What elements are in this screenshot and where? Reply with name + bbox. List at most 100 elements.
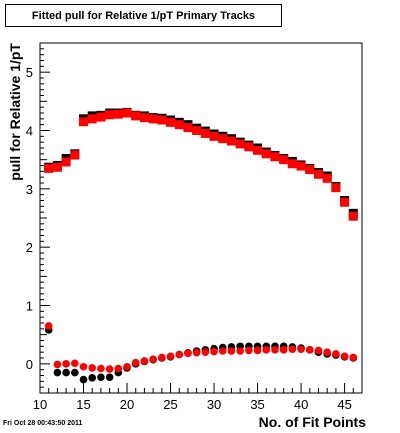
data-point: [305, 165, 315, 175]
y-axis-label: pull for Relative 1/pT: [7, 43, 23, 181]
x-tick-label: 10: [33, 397, 47, 412]
data-point: [313, 169, 323, 179]
data-point: [53, 360, 62, 369]
data-point: [236, 347, 244, 355]
data-point: [340, 197, 350, 207]
data-point: [122, 108, 132, 118]
y-tick-label: 5: [26, 65, 33, 80]
data-point: [131, 358, 140, 367]
data-marks: [44, 107, 358, 384]
data-point: [114, 364, 123, 373]
data-point: [52, 162, 62, 172]
data-point: [296, 161, 306, 171]
series-1: [44, 108, 358, 221]
plot-frame: [39, 42, 363, 394]
x-tick-label: 30: [207, 397, 221, 412]
data-point: [244, 142, 254, 152]
x-tick-label: 20: [120, 397, 134, 412]
data-point: [245, 346, 253, 355]
data-point: [279, 346, 288, 354]
data-point: [44, 322, 53, 330]
series-2: [44, 326, 358, 384]
chart-title-box: Fitted pull for Relative 1/pT Primary Tr…: [5, 4, 282, 27]
data-point: [175, 350, 184, 359]
data-point: [97, 373, 105, 382]
x-axis-label: No. of Fit Points: [259, 414, 367, 430]
axis-ticks: [39, 42, 363, 394]
data-point: [61, 157, 71, 167]
data-point: [287, 159, 297, 169]
y-tick-label: 2: [26, 240, 33, 255]
data-point: [71, 359, 79, 368]
data-point: [62, 368, 70, 377]
data-point: [88, 374, 97, 382]
data-point: [131, 111, 141, 121]
data-point: [192, 126, 202, 135]
data-point: [218, 347, 227, 355]
data-point: [209, 131, 219, 141]
data-point: [79, 117, 89, 127]
x-tick-label: 45: [337, 397, 351, 412]
data-point: [201, 348, 210, 356]
data-point: [349, 353, 358, 362]
data-point: [79, 362, 88, 371]
y-tick-label: 1: [26, 299, 33, 314]
data-point: [174, 120, 184, 130]
data-point: [105, 365, 114, 373]
data-point: [279, 155, 289, 165]
data-point: [270, 152, 280, 162]
data-point: [113, 109, 123, 119]
data-point: [158, 353, 166, 362]
data-point: [323, 348, 331, 356]
x-tick-label: 25: [163, 397, 177, 412]
timestamp: Fri Oct 28 00:43:50 2011: [3, 420, 83, 427]
data-point: [149, 355, 157, 363]
data-point: [96, 112, 106, 122]
data-point: [200, 128, 210, 138]
data-point: [62, 360, 70, 368]
data-point: [157, 115, 167, 125]
chart-title: Fitted pull for Relative 1/pT Primary Tr…: [31, 10, 256, 22]
data-point: [261, 149, 271, 159]
y-tick-label: 3: [26, 182, 33, 197]
data-point: [340, 352, 349, 361]
data-point: [262, 346, 271, 354]
data-point: [210, 347, 218, 356]
data-point: [235, 139, 245, 149]
data-point: [297, 345, 305, 354]
data-point: [183, 123, 193, 133]
y-tick-label: 4: [26, 124, 33, 139]
data-point: [253, 346, 262, 355]
data-point: [166, 117, 176, 127]
data-point: [53, 368, 62, 377]
data-point: [322, 173, 332, 183]
data-point: [226, 136, 236, 146]
data-point: [70, 150, 80, 160]
data-point: [79, 375, 88, 384]
data-point: [87, 114, 97, 124]
data-point: [184, 349, 192, 358]
data-point: [331, 183, 341, 193]
data-point: [140, 357, 149, 365]
data-point: [88, 364, 97, 372]
data-point: [71, 368, 79, 377]
x-tick-label: 40: [294, 397, 308, 412]
data-point: [97, 364, 105, 373]
series-0: [44, 107, 358, 218]
data-point: [227, 347, 236, 355]
data-point: [105, 110, 115, 120]
data-point: [139, 113, 149, 123]
data-point: [148, 114, 158, 124]
data-point: [166, 352, 175, 361]
series-3: [44, 322, 358, 373]
data-point: [332, 350, 340, 358]
data-point: [314, 346, 323, 355]
data-point: [305, 346, 314, 354]
y-tick-label: 0: [26, 357, 33, 372]
data-point: [44, 163, 54, 173]
data-point: [123, 362, 131, 371]
data-point: [105, 373, 114, 382]
data-point: [253, 145, 263, 155]
